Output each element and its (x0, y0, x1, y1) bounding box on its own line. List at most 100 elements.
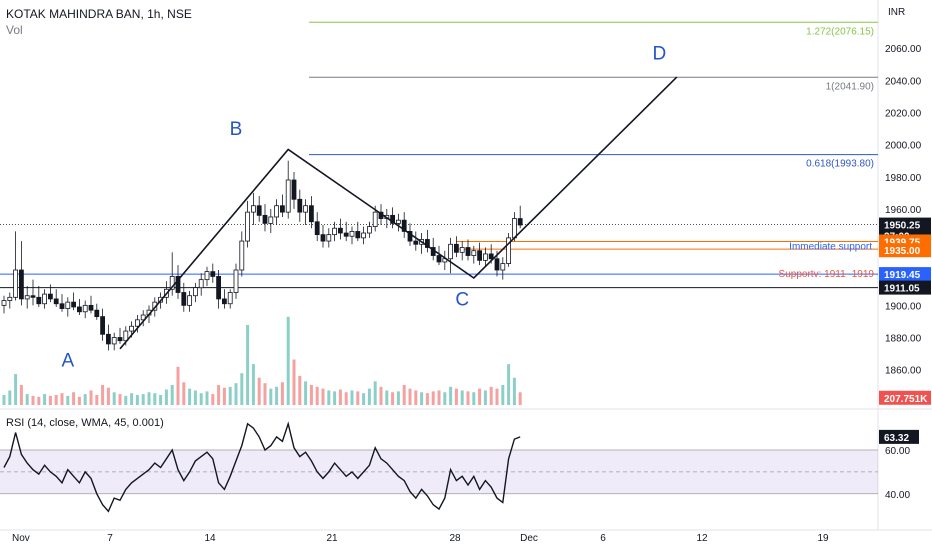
candle-body (268, 216, 274, 224)
candle (442, 250, 448, 270)
volume-bar (367, 388, 371, 405)
candle-body (256, 205, 262, 216)
candle (48, 284, 53, 303)
candle (239, 231, 245, 277)
candle (279, 194, 285, 217)
candle-body (459, 247, 465, 253)
volume-bar (518, 392, 522, 405)
volume-bar (501, 385, 505, 405)
candle-body (77, 306, 82, 313)
volume-bar (141, 394, 145, 405)
price-tick-label: 1980.00 (885, 173, 922, 184)
candle (349, 226, 355, 245)
candle-body (407, 231, 413, 242)
volume-bar (217, 385, 221, 405)
candle-body (448, 243, 454, 260)
candle-body (233, 269, 239, 293)
candle-body (488, 253, 494, 260)
candle-body (482, 253, 488, 261)
volume-bar (211, 394, 215, 405)
candle (332, 221, 338, 242)
candle (82, 300, 88, 319)
candle (175, 265, 181, 299)
volume-label[interactable]: Vol (6, 23, 23, 37)
rsi-line (3, 421, 521, 513)
candle (361, 226, 367, 245)
candle-body (465, 247, 471, 256)
candle (210, 263, 216, 283)
price-tick-label: 2020.00 (885, 109, 922, 120)
volume-bar (472, 392, 476, 405)
volume-bar (48, 395, 52, 405)
rsi-badge (879, 429, 919, 444)
candle-body (436, 255, 442, 263)
candle-body (59, 303, 65, 309)
candle (169, 252, 175, 296)
volume-bar (402, 385, 406, 405)
candle-body (48, 293, 53, 300)
volume-bar (147, 392, 151, 405)
volume-bar (31, 395, 35, 405)
candle (18, 241, 24, 306)
volume-bar (454, 388, 458, 405)
price-tick-label: 2040.00 (885, 76, 922, 87)
candle (453, 236, 459, 258)
volume-bar (327, 390, 331, 405)
rsi-tick-label: 40.00 (885, 490, 910, 501)
candle-body (500, 263, 506, 271)
wave-label: A (61, 350, 74, 371)
volume-bar (431, 391, 435, 405)
candle-body (134, 319, 140, 327)
candle-body (297, 198, 303, 213)
volume-bar (101, 385, 105, 405)
candle (506, 233, 512, 267)
price-badge (879, 243, 931, 258)
candle (274, 199, 280, 225)
volume-bar (512, 377, 516, 405)
volume-bar (333, 391, 337, 405)
candle-body (332, 227, 338, 236)
volume-bar (315, 386, 319, 405)
volume-bar (257, 377, 261, 405)
candle-body (204, 271, 210, 281)
candle (262, 204, 268, 232)
candle (366, 221, 372, 238)
candle-body (210, 271, 216, 277)
symbol-title[interactable]: KOTAK MAHINDRA BAN, 1h, NSE (6, 7, 192, 21)
candle-body (303, 205, 309, 213)
candle-body (349, 231, 355, 237)
candle (187, 290, 193, 312)
candle-body (18, 269, 24, 300)
candle (221, 289, 227, 309)
time-tick-label: 6 (600, 533, 606, 544)
candle (395, 213, 401, 232)
volume-bar (251, 364, 255, 405)
candle (482, 247, 488, 267)
volume-bar (159, 395, 163, 405)
candle-body (24, 295, 30, 300)
volume-bar (60, 393, 64, 405)
time-tick-label: 21 (326, 533, 338, 544)
candle-body (366, 226, 372, 234)
volume-bar (309, 385, 313, 405)
volume-bar (83, 394, 87, 405)
volume-bar (72, 392, 76, 405)
volume-bar (153, 393, 157, 405)
volume-bar (106, 387, 110, 405)
candle (401, 212, 407, 238)
candle (285, 160, 291, 219)
volume-bar (420, 392, 424, 405)
candle-body (216, 276, 222, 300)
volume-bar (25, 394, 29, 405)
volume-bar (205, 391, 209, 405)
volume-bar (124, 395, 128, 405)
candle (24, 286, 30, 309)
candle (7, 292, 13, 309)
volume-bar (193, 390, 197, 405)
volume-bar (199, 393, 203, 405)
volume-bar (269, 388, 273, 405)
candle (181, 282, 187, 312)
volume-bar (489, 386, 493, 405)
price-badge-label: 1950.25 (884, 221, 921, 232)
